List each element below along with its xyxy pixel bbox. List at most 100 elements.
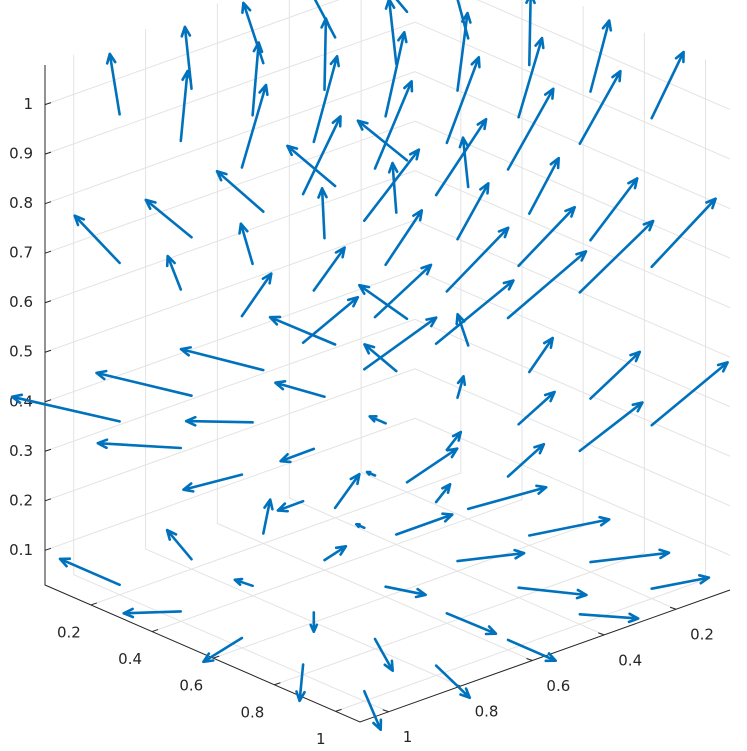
arrow (365, 470, 377, 477)
x-tick (90, 602, 98, 606)
arrow (384, 0, 398, 66)
arrow (312, 55, 340, 144)
grid-line (44, 417, 731, 556)
arrow (384, 209, 424, 267)
arrow (165, 254, 183, 291)
x-tick (151, 629, 159, 633)
arrow (274, 380, 326, 398)
arrow (517, 36, 545, 119)
grid-line (44, 71, 731, 210)
arrow (517, 586, 588, 600)
arrow (395, 512, 454, 536)
y-tick (669, 606, 677, 610)
y-tick (526, 658, 533, 661)
arrow (517, 390, 556, 426)
z-tick-label: 0.1 (9, 541, 33, 559)
grid-line (145, 29, 461, 687)
arrow (356, 119, 409, 162)
arrow (10, 393, 121, 423)
grid-line (44, 0, 731, 111)
z-tick-label: 0.5 (9, 343, 33, 361)
arrow (286, 144, 337, 188)
x-tick-label: 0.2 (57, 623, 81, 641)
arrow (279, 447, 316, 464)
z-tick-label: 0.9 (9, 145, 33, 163)
arrow (528, 336, 554, 374)
arrow (445, 226, 510, 293)
x-tick (335, 708, 342, 712)
arrow (456, 548, 526, 563)
arrow (434, 117, 488, 197)
arrow (405, 447, 459, 484)
z-tick (44, 300, 52, 304)
x-tick-label: 1 (316, 730, 326, 748)
arrow (240, 272, 273, 318)
x-tick-label: 0.8 (241, 703, 265, 721)
arrow (445, 430, 463, 452)
arrow (506, 638, 557, 663)
arrow (387, 161, 399, 214)
arrow (578, 612, 640, 624)
grid-line (90, 0, 462, 606)
grid-line (216, 3, 533, 661)
arrow (525, 0, 536, 67)
arrow (456, 375, 467, 399)
y-tick (382, 709, 389, 713)
arrow (58, 557, 121, 587)
arrow (309, 611, 319, 633)
y-tick-label: 0.4 (618, 651, 642, 669)
grid-line (44, 120, 731, 259)
z-tick-label: 0.8 (9, 194, 33, 212)
z-tick (44, 349, 52, 353)
arrow (96, 438, 183, 450)
arrow (215, 169, 265, 213)
arrow (456, 182, 490, 241)
x-tick-label: 0.6 (179, 677, 203, 695)
x-tick (274, 682, 281, 686)
arrow (373, 263, 433, 319)
arrow (202, 636, 244, 664)
arrow (313, 0, 337, 39)
arrow (384, 30, 408, 118)
arrow (589, 350, 642, 400)
arrow (650, 197, 717, 269)
arrow (105, 52, 121, 116)
z-tick-label: 0.2 (9, 491, 33, 509)
arrow (434, 279, 515, 345)
grid-line (44, 368, 731, 507)
arrow (165, 528, 193, 561)
arrow (434, 483, 452, 504)
arrow (262, 498, 274, 535)
arrow (578, 219, 655, 294)
arrow (144, 198, 193, 239)
y-tick-label: 0.6 (546, 677, 570, 695)
arrow (182, 473, 244, 493)
z-tick-label: 0.6 (9, 293, 33, 311)
arrow (301, 115, 342, 196)
arrow (295, 663, 306, 703)
arrow (179, 69, 192, 143)
grid-line (288, 0, 605, 636)
z-tick (44, 102, 52, 106)
arrow (122, 607, 183, 619)
grid-line (44, 269, 731, 408)
z-tick (44, 448, 52, 452)
grid-line (44, 21, 731, 160)
z-tick (44, 498, 52, 502)
arrow (179, 346, 265, 372)
arrow (95, 369, 193, 397)
arrow (363, 689, 383, 731)
arrow (333, 472, 361, 510)
grid-line (213, 6, 584, 659)
arrow (650, 50, 685, 120)
arrow (276, 499, 305, 513)
arrow (363, 316, 438, 371)
y-tick-label: 1 (403, 728, 413, 746)
x-tick-label: 0.4 (118, 650, 142, 668)
arrow (434, 664, 472, 700)
arrow (466, 484, 548, 511)
z-tick (44, 250, 52, 254)
grid-line (73, 54, 389, 713)
arrow (358, 283, 409, 321)
